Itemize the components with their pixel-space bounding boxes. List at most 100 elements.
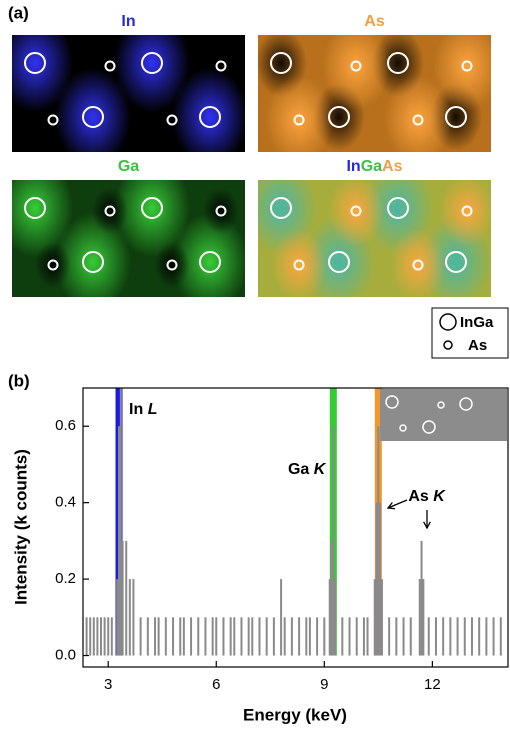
spectrum-bar xyxy=(86,617,88,655)
map-signal xyxy=(384,76,452,164)
element-symbol: As xyxy=(408,488,429,505)
spectrum-bar xyxy=(179,617,181,655)
spectrum-bar xyxy=(374,579,376,655)
spectrum-bar xyxy=(421,541,423,656)
x-tick-label: 12 xyxy=(424,676,441,693)
x-tick-label: 3 xyxy=(104,676,112,693)
spectrum-bar xyxy=(449,617,451,655)
spectrum-bar xyxy=(132,579,134,655)
panel-label: (b) xyxy=(8,371,30,390)
map-signal xyxy=(154,242,190,289)
map-title-part: In xyxy=(121,13,135,30)
spectrum-bar xyxy=(410,617,412,655)
legend-box: InGa As xyxy=(432,308,508,358)
spectrum-bar xyxy=(329,579,331,655)
spectrum-bar xyxy=(334,579,336,655)
map-title-part: As xyxy=(364,13,385,30)
band-annotation: Ga K xyxy=(288,461,327,478)
spectrum-bar xyxy=(215,617,217,655)
band-annotation: As K xyxy=(408,488,446,505)
inset-image xyxy=(380,389,507,441)
map-signal xyxy=(35,242,71,289)
spectrum-bar xyxy=(273,617,275,655)
x-axis-title: Energy (keV) xyxy=(243,705,347,724)
map-signal xyxy=(271,229,327,302)
map-title: Ga xyxy=(118,158,139,175)
spectrum-bar xyxy=(96,617,98,655)
spectrum-bar xyxy=(129,579,131,655)
y-axis-title: Intensity (k counts) xyxy=(11,449,30,605)
spectrum-bar xyxy=(280,579,282,655)
map-signal xyxy=(322,22,390,110)
map-signal xyxy=(390,229,446,302)
map-signal xyxy=(328,175,384,248)
spectrum-bar xyxy=(500,617,502,655)
map-title: InGaAs xyxy=(346,158,402,175)
element-map xyxy=(255,22,501,164)
spectrum-bar xyxy=(341,617,343,655)
spectrum-bar xyxy=(284,617,286,655)
map-title: In xyxy=(121,13,135,30)
spectrum-bar xyxy=(403,617,405,655)
map-title: As xyxy=(364,13,385,30)
spectrum-bar xyxy=(172,617,174,655)
spectrum-bar xyxy=(100,617,102,655)
reference-bands xyxy=(116,388,382,656)
spectrum-bar xyxy=(190,617,192,655)
inset-background xyxy=(380,389,507,441)
spectrum-bar xyxy=(309,617,311,655)
legend-label: As xyxy=(468,337,487,354)
spectrum-bar xyxy=(478,617,480,655)
spectrum-bar xyxy=(158,617,160,655)
spectrum-bar xyxy=(165,617,167,655)
map-title-part: Ga xyxy=(118,158,139,175)
panel-label: (a) xyxy=(8,3,29,22)
element-symbol: In xyxy=(129,401,143,418)
map-signal xyxy=(265,76,333,164)
spectrum-bar xyxy=(258,617,260,655)
spectrum-bar xyxy=(197,617,199,655)
y-tick-label: 0.2 xyxy=(55,570,76,587)
spectrum-bar xyxy=(471,617,473,655)
element-map xyxy=(0,14,248,167)
map-title-part: Ga xyxy=(361,158,382,175)
element-map xyxy=(245,161,495,309)
spectrum-bar xyxy=(331,541,333,656)
spectrum-bar xyxy=(122,541,124,656)
spectrum-bar xyxy=(147,617,149,655)
spectrum-bar xyxy=(422,579,424,655)
y-tick-label: 0.4 xyxy=(55,494,76,511)
spectrum-bar xyxy=(377,426,379,655)
spectrum-bar xyxy=(222,617,224,655)
spectrum-bar xyxy=(120,388,122,656)
spectrum-bar xyxy=(388,617,390,655)
spectrum-bar xyxy=(305,617,307,655)
y-tick-label: 0.0 xyxy=(55,647,76,664)
spectrum-bar xyxy=(419,579,421,655)
spectrum-bar xyxy=(291,617,293,655)
spectrum-bar xyxy=(298,617,300,655)
spectrum-bar xyxy=(230,617,232,655)
spectrum-bar xyxy=(233,617,235,655)
spectrum-bar xyxy=(493,617,495,655)
figure: (a) InGa As (b) Energy (keV) Intensity (… xyxy=(0,0,510,728)
spectrum-bar xyxy=(183,617,185,655)
spectrum-bar xyxy=(485,617,487,655)
spectrum-bar xyxy=(212,617,214,655)
map-signal xyxy=(55,68,131,167)
spectrum-bar xyxy=(93,617,95,655)
spectrum-bar xyxy=(464,617,466,655)
spectrum-bar xyxy=(395,617,397,655)
spectrum-bar xyxy=(140,617,142,655)
band-annotation: In L xyxy=(129,401,157,418)
spectrum-bar xyxy=(381,579,383,655)
spectrum-bar xyxy=(111,617,113,655)
y-tick-label: 0.6 xyxy=(55,417,76,434)
spectrum-bar xyxy=(125,541,127,656)
spectrum-bar xyxy=(363,617,365,655)
map-title-part: In xyxy=(346,158,360,175)
spectrum-bar xyxy=(116,579,118,655)
spectrum-bar xyxy=(104,617,106,655)
spectrum-bar xyxy=(379,503,381,656)
spectrum-bar xyxy=(107,617,109,655)
